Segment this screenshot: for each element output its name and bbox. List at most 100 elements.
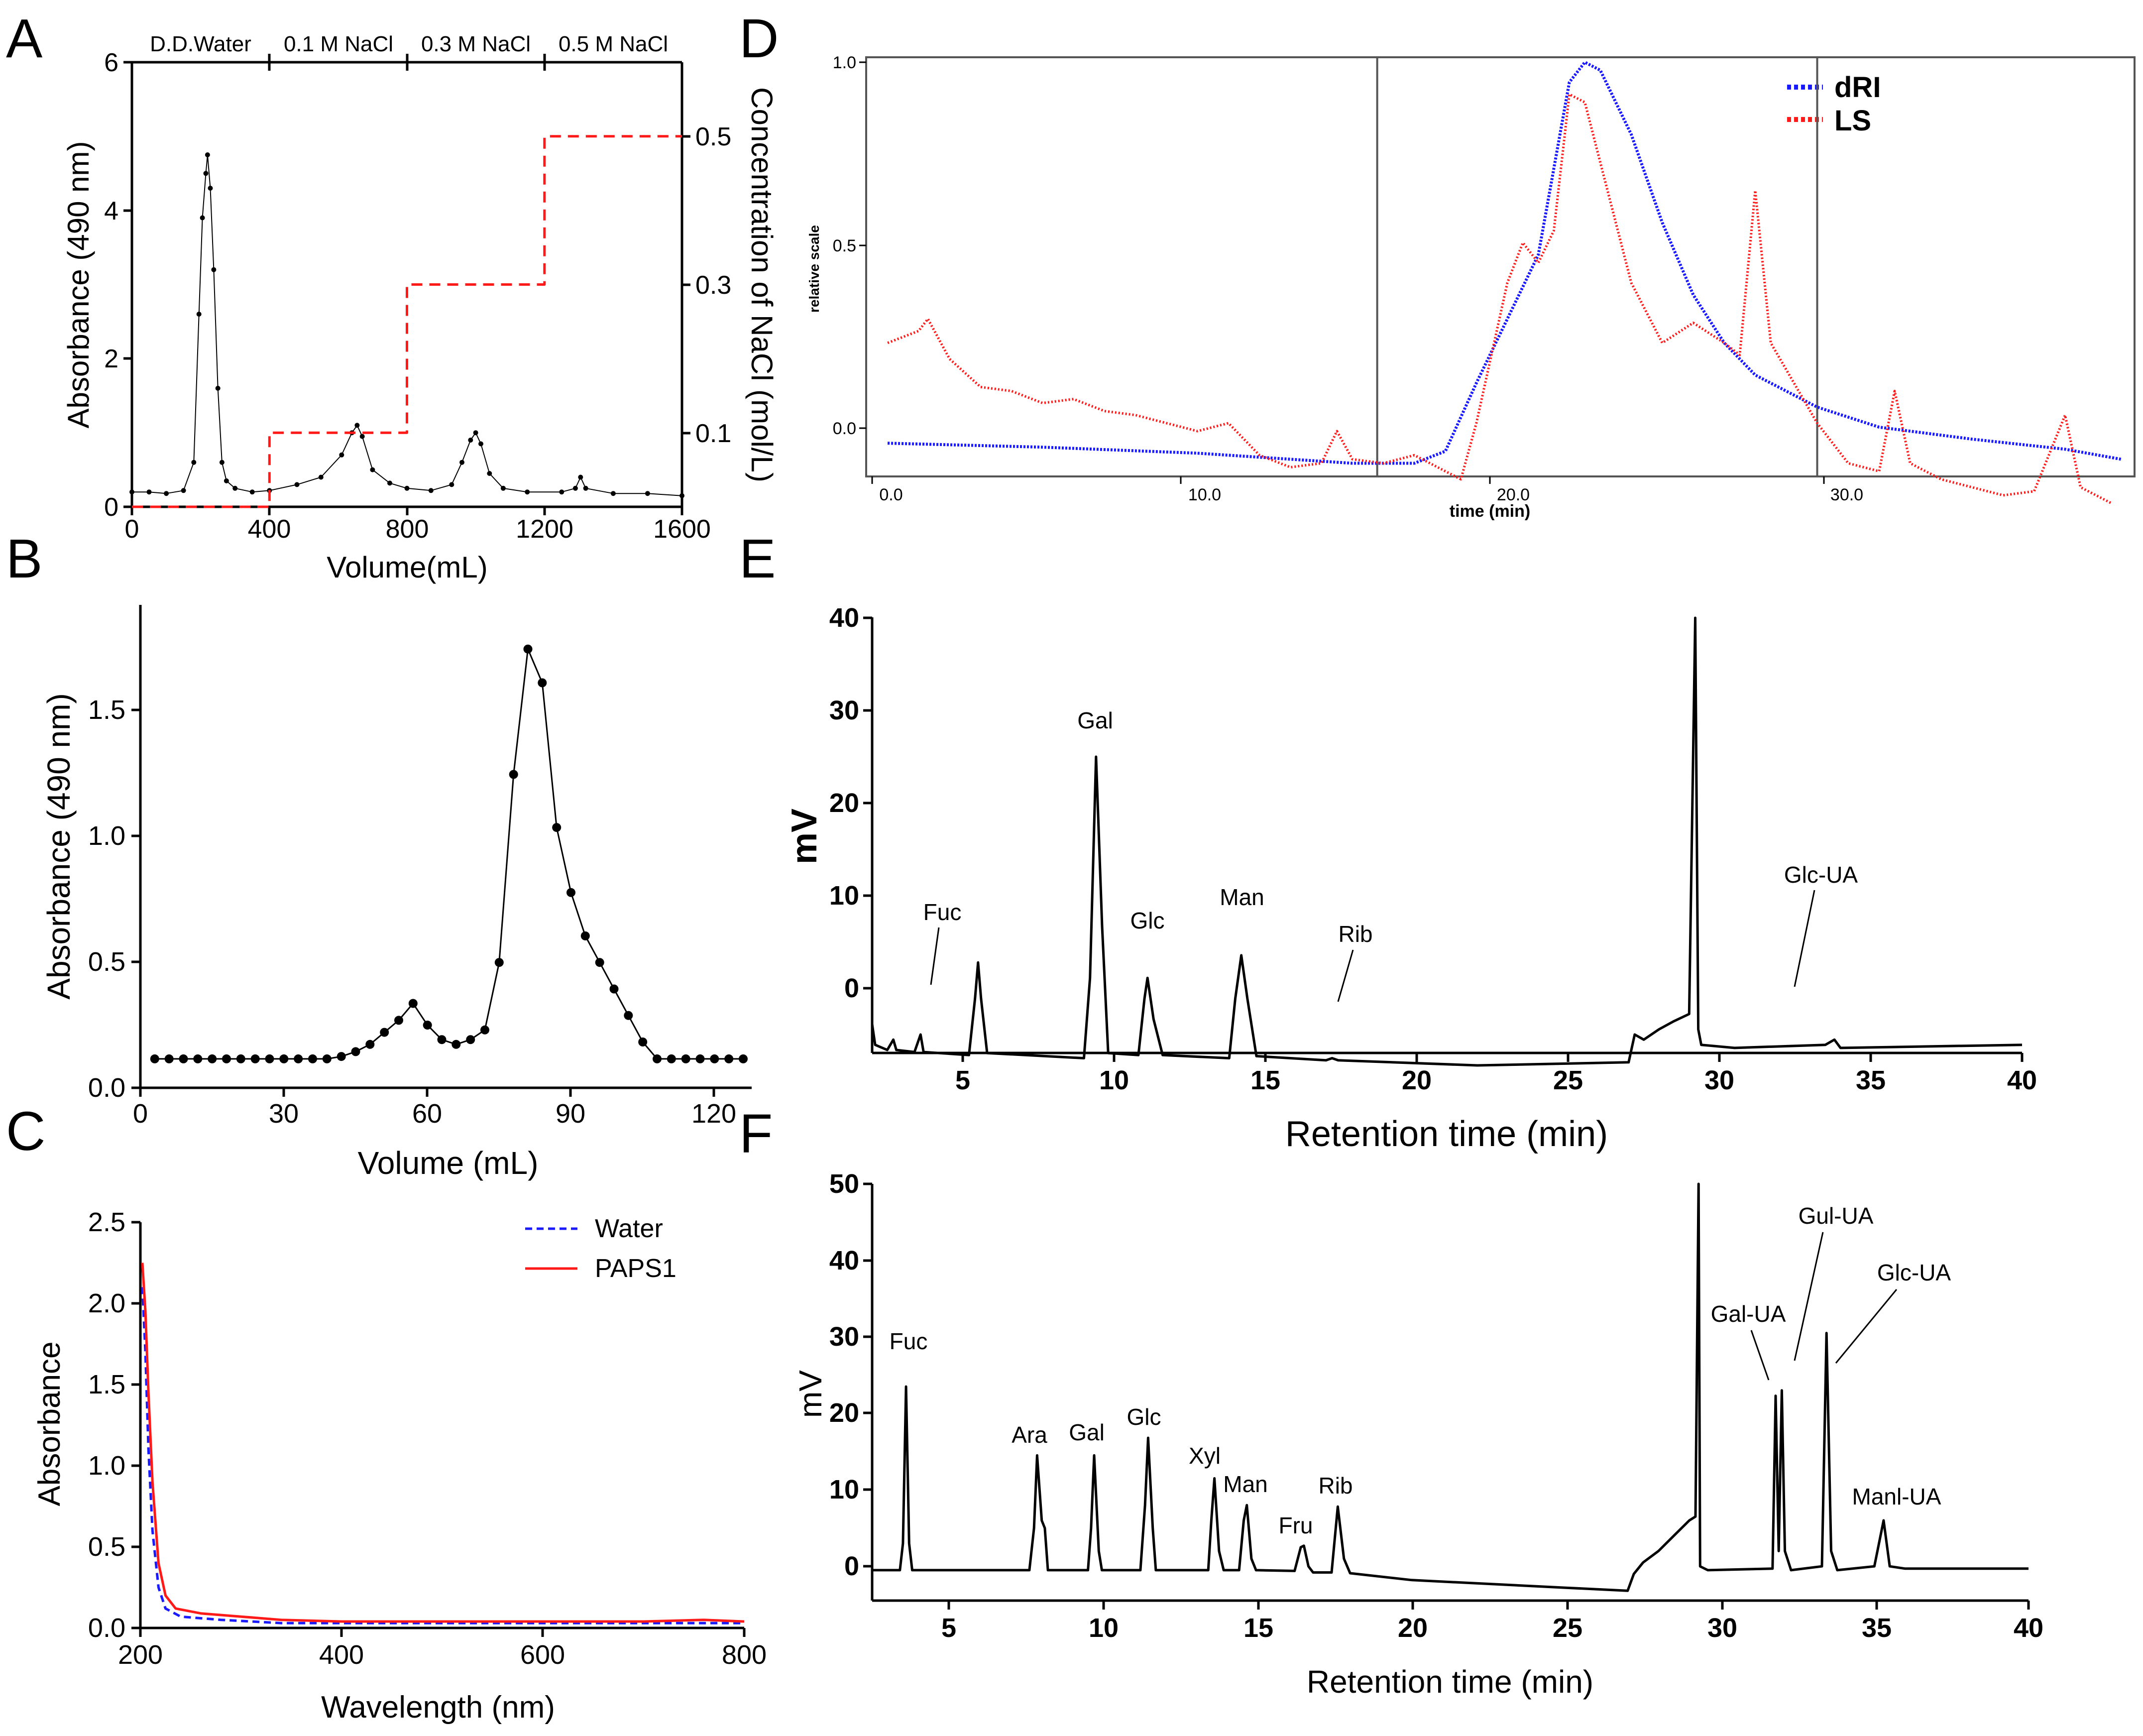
data-point [695,1054,705,1063]
plot-c-y-label: Absorbance [32,1342,67,1506]
plot-b-x-tick: 60 [412,1099,442,1129]
plot-f-y-tick: 40 [829,1246,859,1275]
series-line-water [141,1287,744,1624]
data-point [337,1052,346,1061]
series-line-absorbance [132,154,682,496]
plot-a-x-tick: 800 [386,515,429,544]
plot-a-x-tick: 400 [248,515,291,544]
panel-c: C 200 400 600 800 0.0 0.5 1.0 1.5 2.0 2.… [6,1101,767,1725]
data-point [724,1054,734,1063]
plot-d-x-label: time (min) [1450,502,1530,521]
plot-e-x-tick: 35 [1856,1065,1886,1095]
data-point [480,1025,489,1035]
plot-b-y-tick: 1.0 [88,821,125,851]
plot-a-y-tick: 2 [104,345,118,373]
data-point [609,984,619,994]
data-point [191,460,197,465]
data-point [451,1040,461,1049]
data-point [404,485,410,491]
plot-d-y-tick: 0.5 [833,236,856,255]
plot-c-y-tick: 0.5 [88,1532,125,1562]
plot-c-y-tick: 1.0 [88,1451,125,1481]
peak-label-man: Man [1220,884,1264,910]
plot-b-y-tick: 1.5 [88,695,125,725]
plot-d-y-tick: 0.0 [833,419,856,438]
peak-label-glc: Glc [1127,1404,1161,1430]
plot-f-x-tick: 35 [1862,1613,1892,1643]
data-point [559,489,564,495]
data-point [200,215,205,221]
data-point [525,489,530,495]
peak-label-fru: Fru [1279,1512,1313,1538]
plot-a-y2-tick: 0.5 [695,122,731,151]
data-point [468,438,473,443]
data-point [580,931,590,940]
plot-b-x-tick: 0 [133,1099,148,1129]
plot-c-y-tick: 2.5 [88,1207,125,1237]
peak-label-rib: Rib [1338,921,1372,947]
data-point [408,999,418,1008]
legend-label-ls: LS [1834,105,1871,137]
plot-f-y-tick: 50 [829,1169,859,1199]
data-point [294,482,300,487]
data-point [232,485,238,491]
data-point [653,1054,662,1063]
plot-b-x-tick: 120 [691,1099,736,1129]
panel-label-d: D [739,8,779,69]
data-point [428,488,434,493]
peak-pointer-gal-ua [1750,1330,1770,1381]
peak-label-gul-ua: Gul-UA [1799,1203,1874,1229]
plot-d-x-tick: 10.0 [1188,485,1221,504]
plot-f-x-tick: 5 [941,1613,956,1643]
series-line-absorbance [154,648,743,1060]
data-point [211,267,217,272]
data-point [423,1021,432,1030]
plot-d-series [887,57,2122,505]
plot-b-series [150,644,748,1063]
plot-f-y-tick: 30 [829,1322,859,1352]
plot-e-y-tick: 30 [829,695,859,725]
plot-d-legend: dRI LS [1787,71,1881,137]
plot-f-series [872,1182,2029,1592]
peak-label-manl-ua: Manl-UA [1852,1484,1941,1509]
data-point [308,1054,317,1063]
plot-a-section-label: D.D.Water [150,32,251,56]
data-point [351,1047,360,1056]
data-point [196,312,202,317]
plot-a-x-tick: 1600 [653,515,711,544]
series-line-dri [888,61,2122,465]
data-point [193,1054,203,1063]
data-point [610,491,616,496]
panel-d: D 0.0 10.0 20.0 30.0 0.0 0.5 1.0 time (m… [739,8,2136,521]
data-point [681,1054,690,1063]
plot-e-x-tick: 5 [955,1065,970,1095]
plot-c-x-tick: 200 [118,1640,163,1670]
plot-e-y-tick: 0 [844,973,859,1003]
panel-label-f: F [739,1103,773,1164]
plot-b-y-label: Absorbance (490 nm) [41,693,77,999]
data-point [487,471,492,476]
plot-e-y-tick: 20 [829,788,859,818]
plot-d-x-tick: 0.0 [879,485,902,504]
peak-label-glc-ua: Glc-UA [1877,1260,1951,1285]
plot-f-y-label: mV [792,1370,828,1418]
data-point [359,434,365,439]
data-point [365,1040,375,1049]
plot-a-x-tick: 1200 [516,515,573,544]
data-point [710,1054,719,1063]
data-point [208,1054,217,1063]
plot-f-x-tick: 25 [1553,1613,1582,1643]
plot-b-y-tick: 0.0 [88,1073,125,1103]
plot-b-x-tick: 90 [556,1099,585,1129]
plot-a-section-label: 0.1 M NaCl [284,32,393,56]
plot-a-y-tick: 0 [104,493,118,522]
plot-f-x-tick: 30 [1707,1613,1737,1643]
data-point [224,478,229,483]
data-point [380,1028,389,1037]
peak-label-xyl: Xyl [1189,1443,1221,1469]
peak-label-glc: Glc [1130,908,1165,933]
plot-e-x-tick: 15 [1250,1065,1280,1095]
data-point [370,467,375,472]
plot-f-y-tick: 10 [829,1475,859,1505]
plot-a-y2-label: Concentration of NaCl (mol/L) [745,87,779,482]
